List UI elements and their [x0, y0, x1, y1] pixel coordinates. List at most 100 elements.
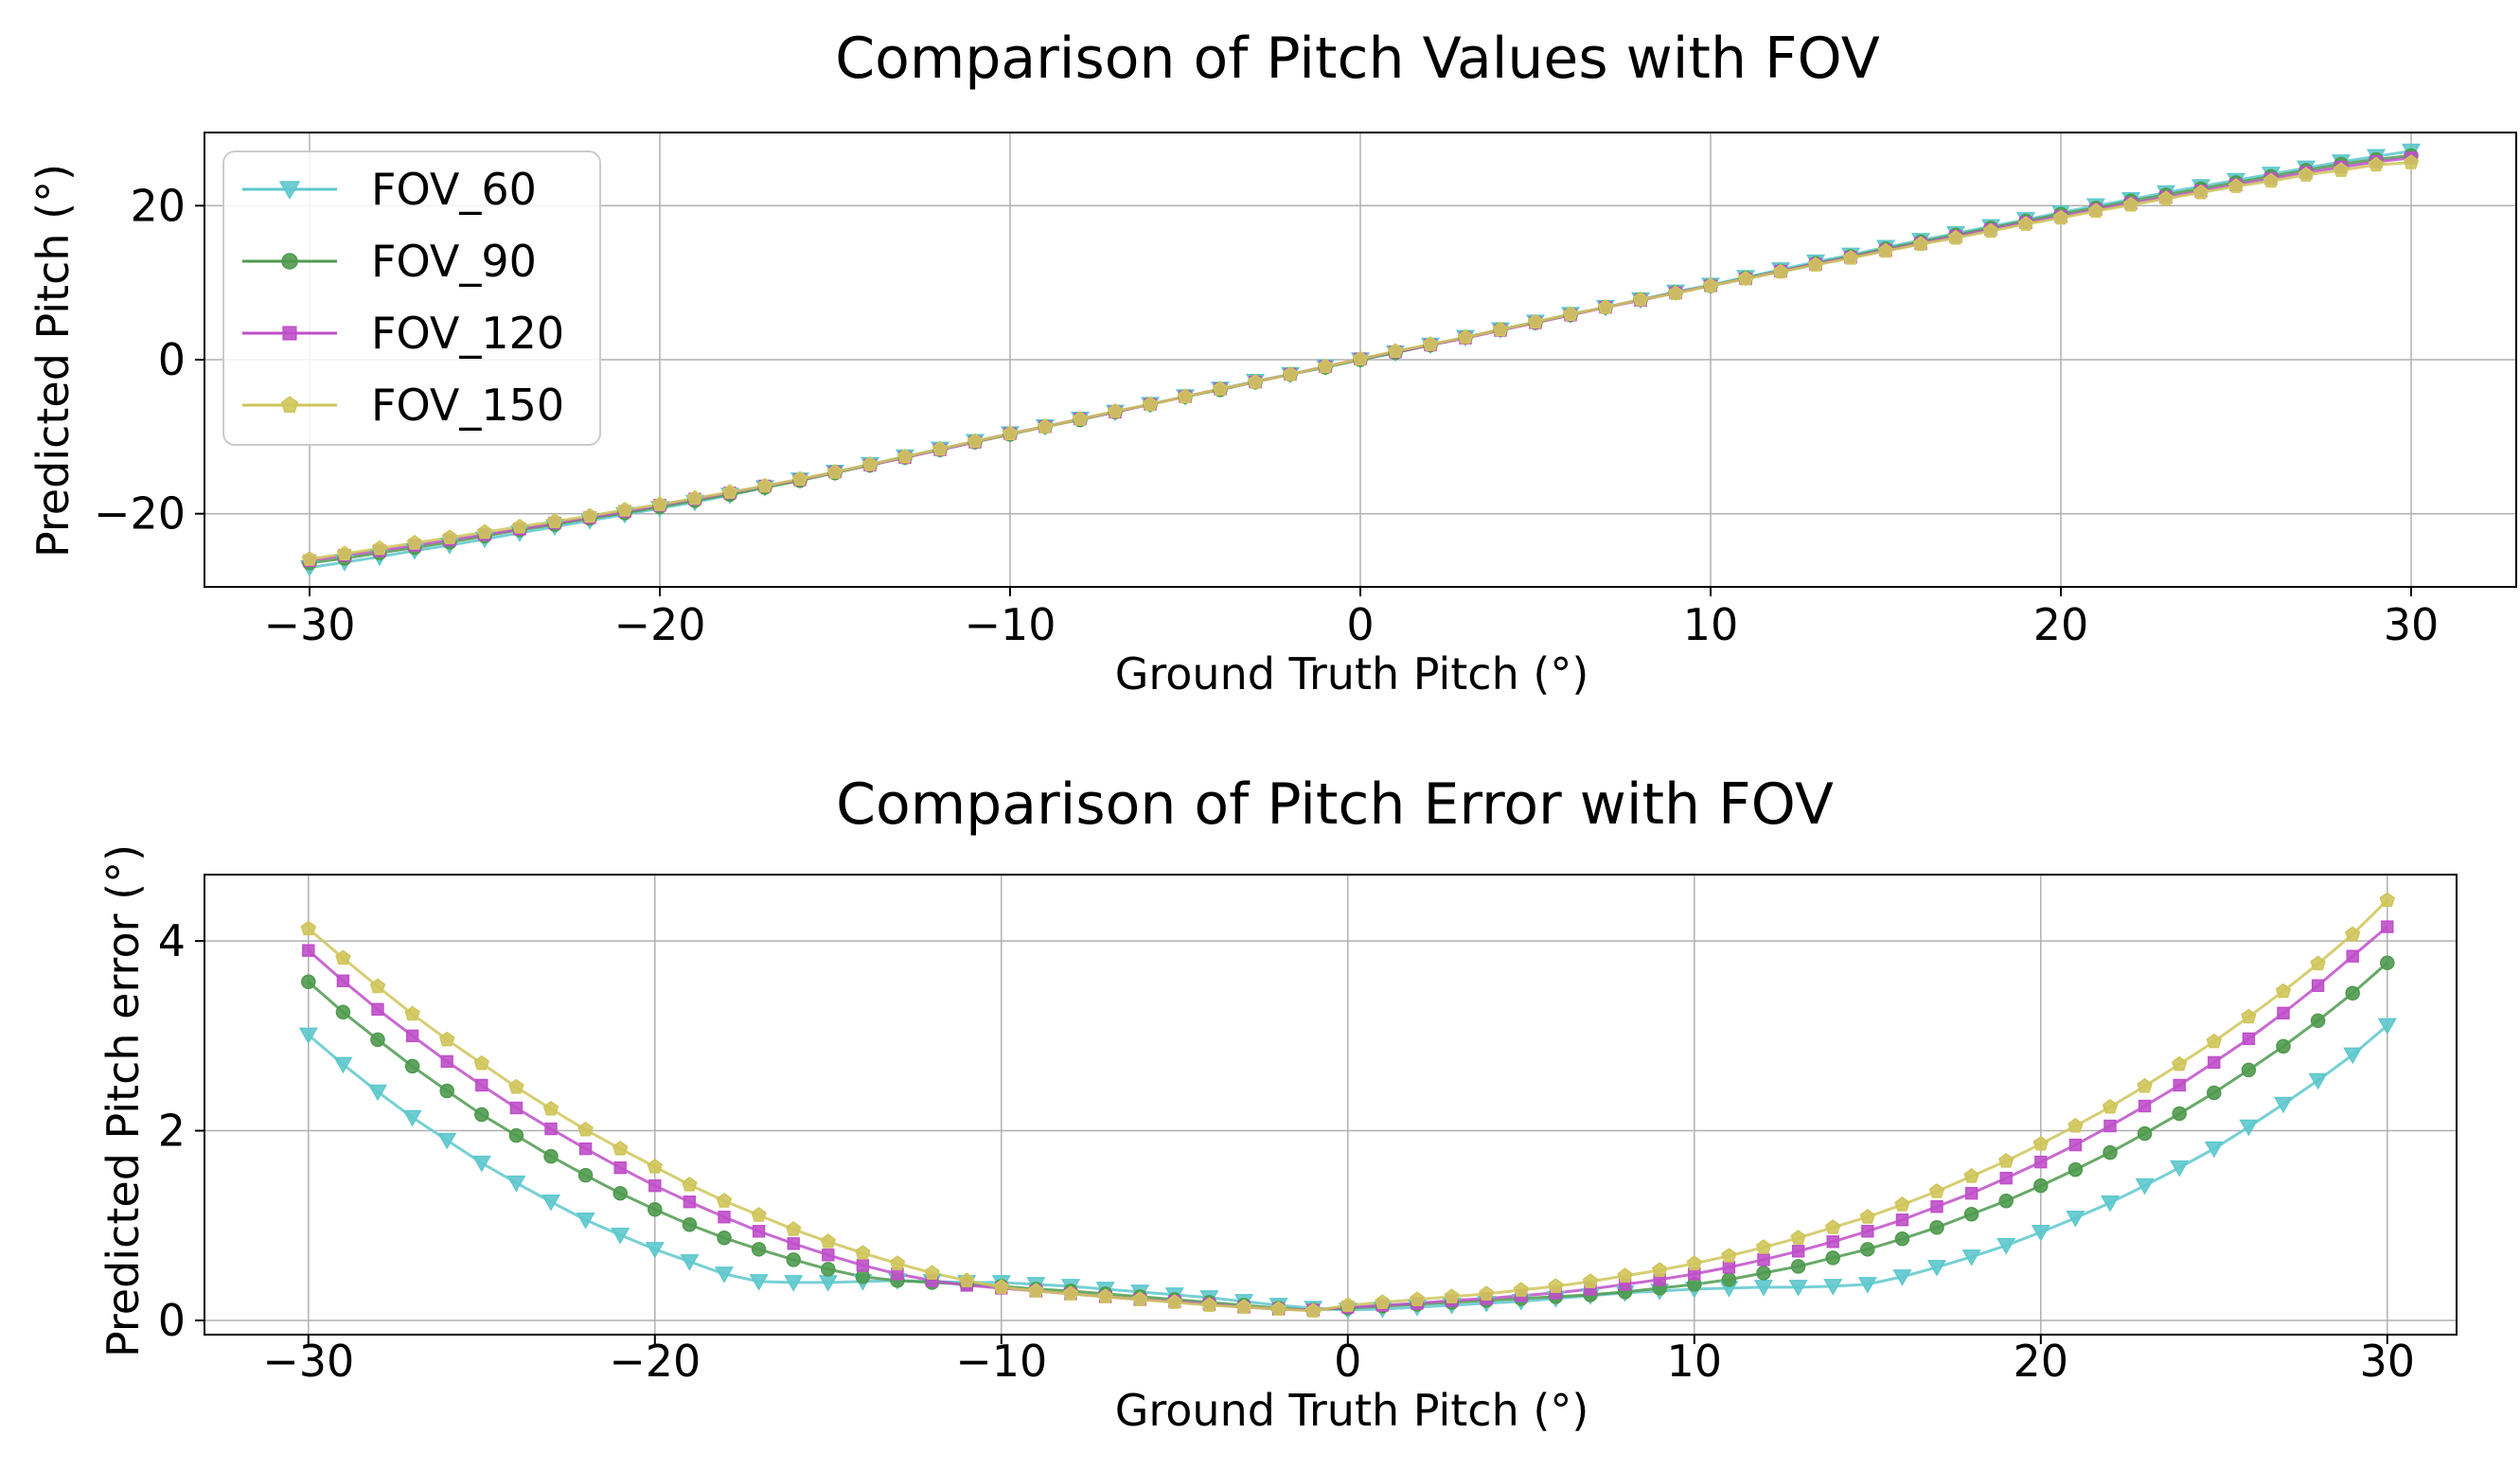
x-tick-label: −10: [955, 1336, 1047, 1387]
data-point: [2242, 1032, 2256, 1046]
data-point: [1861, 1225, 1874, 1238]
data-point: [1721, 1248, 1737, 1263]
x-tick-label: −10: [964, 599, 1056, 650]
data-point: [855, 1245, 871, 1260]
data-point: [1686, 1255, 1703, 1270]
data-point: [2032, 1135, 2050, 1151]
data-point: [1212, 381, 1229, 396]
data-point: [405, 1029, 419, 1043]
data-point: [2310, 1013, 2326, 1029]
data-point: [371, 1002, 384, 1016]
data-point: [1964, 1186, 1979, 1200]
data-point: [1702, 277, 1719, 292]
data-point: [752, 1225, 766, 1238]
data-point: [2172, 1106, 2187, 1122]
data-point: [2137, 1125, 2153, 1142]
data-point: [2122, 196, 2139, 212]
data-point: [578, 1142, 593, 1156]
data-point: [855, 1269, 871, 1284]
data-point: [335, 1004, 351, 1020]
data-point: [1788, 1280, 1808, 1297]
y-tick-label: 2: [158, 1106, 186, 1157]
data-point: [2067, 1161, 2084, 1178]
data-point: [1996, 1238, 2016, 1255]
data-point: [301, 551, 318, 566]
data-point: [2368, 156, 2385, 172]
data-point: [958, 1272, 975, 1287]
data-point: [404, 1058, 420, 1074]
data-point: [1597, 299, 1614, 314]
data-point: [577, 1121, 594, 1137]
data-point: [1352, 350, 1369, 366]
data-point: [2310, 955, 2326, 971]
data-point: [508, 1127, 524, 1143]
data-point: [1131, 1291, 1148, 1306]
data-point: [2298, 167, 2315, 182]
legend-label: FOV_90: [371, 236, 537, 287]
data-point: [612, 1140, 629, 1156]
data-point: [474, 1107, 489, 1123]
data-point: [298, 1027, 318, 1045]
data-point: [2273, 1096, 2294, 1114]
data-point: [1963, 1206, 1979, 1222]
data-point: [1375, 1294, 1391, 1309]
y-axis-label: Predicted Pitch (°): [27, 164, 79, 558]
data-point: [791, 470, 808, 487]
data-point: [1807, 257, 1824, 272]
legend-label: FOV_150: [371, 380, 564, 431]
legend-label: FOV_120: [371, 308, 564, 359]
data-point: [1340, 1297, 1357, 1312]
data-point: [508, 1078, 524, 1094]
data-point: [2343, 1047, 2363, 1065]
data-point: [1753, 1280, 1774, 1297]
data-point: [476, 523, 493, 540]
data-point: [785, 1221, 802, 1236]
data-point: [1667, 285, 1684, 301]
data-point: [1756, 1266, 1771, 1281]
data-point: [2135, 1178, 2155, 1195]
data-point: [1037, 418, 1054, 434]
data-point: [2308, 1072, 2328, 1090]
data-point: [2380, 955, 2395, 970]
data-point: [718, 1211, 731, 1224]
data-point: [1002, 425, 1019, 441]
data-point: [1857, 1277, 1877, 1294]
data-point: [648, 1201, 663, 1217]
data-point: [2137, 1077, 2153, 1093]
series-markers: [299, 143, 2422, 577]
data-point: [2100, 1195, 2121, 1213]
data-point: [333, 1056, 353, 1074]
data-point: [475, 1078, 488, 1092]
x-tick-label: −20: [613, 599, 705, 650]
data-point: [1166, 1294, 1183, 1309]
data-point: [2346, 949, 2359, 963]
data-point: [404, 1005, 420, 1021]
data-point: [544, 1122, 558, 1136]
data-point: [1722, 1261, 1736, 1274]
data-point: [1825, 1250, 1840, 1266]
data-point: [2173, 1078, 2186, 1092]
data-point: [2204, 1141, 2224, 1159]
data-point: [546, 513, 563, 528]
x-tick-label: 10: [1683, 599, 1739, 650]
data-point: [612, 1185, 628, 1201]
chart-title: Comparison of Pitch Values with FOV: [835, 26, 1880, 92]
x-tick-label: 30: [2384, 599, 2440, 650]
data-point: [1317, 358, 1334, 374]
data-point: [756, 477, 773, 493]
data-point: [581, 507, 598, 523]
data-point: [680, 1254, 700, 1271]
data-point: [473, 1054, 490, 1071]
data-point: [2275, 983, 2292, 999]
x-tick-label: −20: [609, 1336, 701, 1387]
data-point: [714, 1266, 735, 1284]
data-point: [2017, 216, 2034, 231]
data-point: [2241, 1062, 2257, 1078]
data-point: [301, 974, 316, 989]
data-point: [651, 496, 668, 511]
data-point: [511, 518, 528, 534]
data-point: [438, 1031, 455, 1047]
data-point: [1548, 1278, 1564, 1293]
data-point: [682, 1217, 698, 1232]
